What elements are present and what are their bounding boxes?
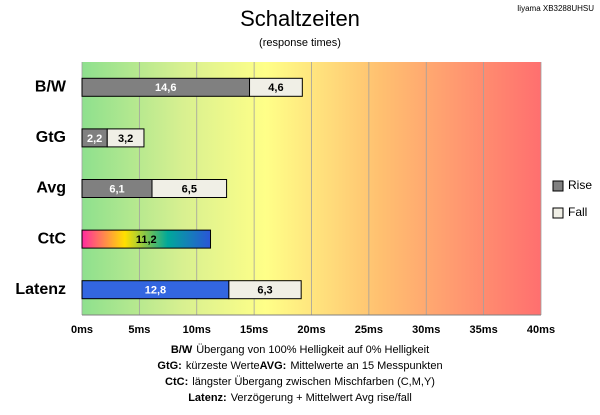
bar xyxy=(151,179,228,198)
note-term: Latenz: xyxy=(188,392,227,404)
value-label: 4,6 xyxy=(268,82,283,94)
note-term: B/W xyxy=(171,344,193,356)
note-term: AVG: xyxy=(260,360,287,372)
note-term: CtC: xyxy=(165,376,188,388)
note-text: Verzögerung + Mittelwert Avg rise/fall xyxy=(231,392,412,404)
value-label: 6,5 xyxy=(182,183,197,195)
x-tick-label: 40ms xyxy=(527,324,555,336)
chart-subtitle: (response times) xyxy=(259,37,341,49)
y-tick-label: GtG xyxy=(36,129,66,146)
x-tick-label: 5ms xyxy=(128,324,150,336)
note-text: kürzeste Werte xyxy=(186,360,260,372)
y-tick-label: B/W xyxy=(35,79,67,96)
x-tick-label: 0ms xyxy=(71,324,93,336)
x-tick-label: 30ms xyxy=(412,324,440,336)
chart-title: Schaltzeiten xyxy=(240,6,360,31)
bar xyxy=(81,229,212,249)
bar xyxy=(106,128,145,148)
note-term: GtG: xyxy=(157,360,181,372)
value-label: 2,2 xyxy=(87,133,102,145)
value-label: 12,8 xyxy=(145,285,166,297)
annotation: Iiyama XB3288UHSU xyxy=(517,4,594,13)
x-tick-label: 10ms xyxy=(183,324,211,336)
note-text: Mittelwerte an 15 Messpunkten xyxy=(290,360,442,372)
legend-swatch xyxy=(552,180,564,192)
note: B/W Übergang von 100% Helligkeit auf 0% H… xyxy=(171,344,429,356)
bar xyxy=(249,77,303,97)
value-label: 11,2 xyxy=(136,234,157,246)
x-tick-label: 20ms xyxy=(297,324,325,336)
note: CtC: längster Übergang zwischen Mischfarb… xyxy=(165,376,435,388)
value-label: 6,1 xyxy=(109,183,124,195)
legend-swatch xyxy=(552,207,564,219)
y-tick-label: Avg xyxy=(36,180,66,197)
x-tick-label: 35ms xyxy=(470,324,498,336)
note-text: längster Übergang zwischen Mischfarben (… xyxy=(192,376,435,388)
x-tick-label: 15ms xyxy=(240,324,268,336)
bar xyxy=(228,280,302,300)
note: GtG: kürzeste WerteAVG: Mittelwerte an 15 … xyxy=(157,360,442,372)
note-text: Übergang von 100% Helligkeit auf 0% Hell… xyxy=(196,344,429,356)
legend-label: Fall xyxy=(568,205,587,219)
value-label: 6,3 xyxy=(257,285,272,297)
legend-label: Rise xyxy=(568,178,592,192)
note: Latenz: Verzögerung + Mittelwert Avg rise… xyxy=(188,392,412,404)
y-tick-label: Latenz xyxy=(15,281,66,298)
x-tick-label: 25ms xyxy=(355,324,383,336)
value-label: 14,6 xyxy=(155,82,176,94)
value-label: 3,2 xyxy=(118,133,133,145)
y-tick-label: CtC xyxy=(38,230,67,247)
